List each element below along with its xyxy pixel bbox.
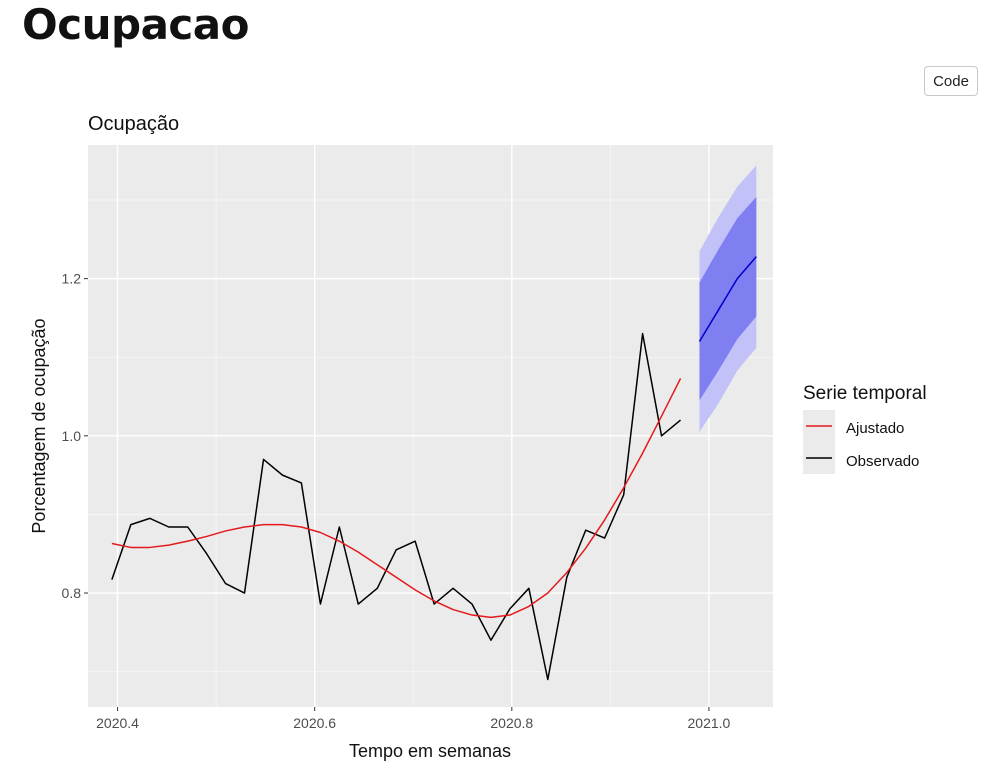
x-axis: 2020.4 2020.6 2020.8 2021.0 [96, 707, 731, 731]
legend-title: Serie temporal [803, 383, 927, 404]
legend: Serie temporal Ajustado Observado [803, 383, 927, 474]
legend-label-ajustado: Ajustado [846, 420, 904, 437]
x-axis-label: Tempo em semanas [349, 741, 511, 761]
chart-title: Ocupação [88, 113, 179, 135]
y-axis-label: Porcentagem de ocupação [29, 318, 49, 533]
page-title: Ocupacao [22, 0, 250, 49]
y-tick-label: 1.2 [62, 271, 82, 287]
legend-label-observado: Observado [846, 453, 919, 470]
y-tick-label: 1.0 [62, 428, 82, 444]
plot-panel [88, 145, 773, 707]
x-tick-label: 2021.0 [688, 715, 731, 731]
grid-minor [88, 145, 773, 707]
code-button[interactable]: Code [924, 66, 978, 96]
series-lines [111, 256, 757, 681]
y-tick-label: 0.8 [62, 585, 82, 601]
x-tick-label: 2020.6 [293, 715, 336, 731]
x-tick-label: 2020.8 [490, 715, 533, 731]
series-line-observado [111, 332, 682, 681]
y-axis: 0.8 1.0 1.2 [62, 271, 88, 601]
series-line-ajustado [111, 378, 682, 619]
forecast-bands [699, 165, 757, 432]
grid-major [88, 145, 773, 707]
x-tick-label: 2020.4 [96, 715, 139, 731]
forecast-band-80 [699, 196, 757, 401]
series-line-previs-o [698, 256, 757, 342]
